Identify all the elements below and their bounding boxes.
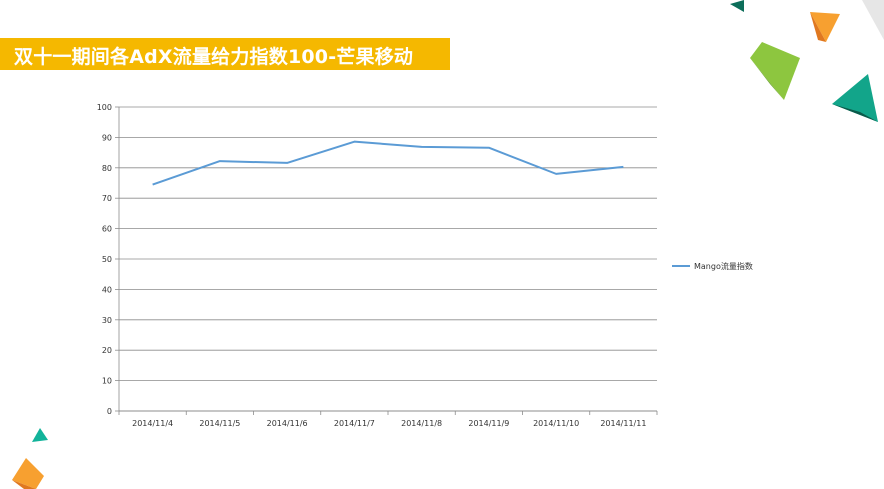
y-tick-label: 70 [102, 194, 112, 203]
triangle-teal-right [832, 74, 878, 122]
triangle-teal-bottom [32, 428, 48, 442]
y-tick-label: 30 [102, 316, 112, 325]
x-tick-label: 2014/11/7 [334, 419, 375, 428]
triangle-gray-corner [862, 0, 884, 40]
x-tick-label: 2014/11/10 [533, 419, 579, 428]
triangle-orange-bottom-dark [12, 480, 36, 489]
y-tick-label: 90 [102, 133, 112, 142]
title-bar: 双十一期间各AdX流量给力指数100-芒果移动 [0, 38, 450, 70]
y-tick-label: 100 [97, 103, 112, 112]
triangle-teal-right-dark [832, 104, 878, 122]
triangle-orange-bottom [12, 458, 44, 489]
legend-label: Mango流量指数 [694, 261, 753, 271]
triangle-orange-top-dark [810, 12, 826, 42]
x-tick-label: 2014/11/5 [199, 419, 240, 428]
x-tick-label: 2014/11/11 [600, 419, 646, 428]
y-tick-label: 80 [102, 164, 112, 173]
x-tick-label: 2014/11/4 [132, 419, 173, 428]
triangle-orange-top [810, 12, 840, 42]
y-tick-label: 60 [102, 225, 112, 234]
y-tick-label: 40 [102, 285, 112, 294]
y-tick-label: 50 [102, 255, 112, 264]
y-tick-label: 10 [102, 377, 112, 386]
y-tick-label: 0 [107, 407, 112, 416]
x-tick-label: 2014/11/6 [267, 419, 308, 428]
triangle-green-shade [750, 58, 784, 100]
chart-legend: Mango流量指数 [672, 259, 753, 273]
page-title: 双十一期间各AdX流量给力指数100-芒果移动 [14, 46, 414, 68]
triangle-small-teal-top [730, 0, 744, 12]
x-tick-label: 2014/11/8 [401, 419, 442, 428]
x-tick-label: 2014/11/9 [468, 419, 509, 428]
triangle-green-large [750, 42, 800, 100]
y-tick-label: 20 [102, 346, 112, 355]
series-line-mango [152, 140, 624, 186]
legend-line-swatch [672, 265, 690, 267]
